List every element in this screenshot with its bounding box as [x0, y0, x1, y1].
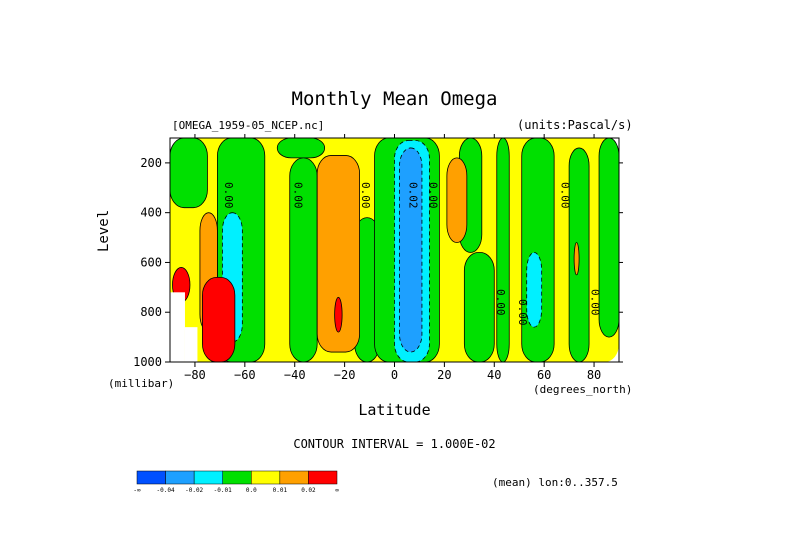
contour-label-4: 0.00: [426, 182, 439, 209]
colorbar-swatch-1: [165, 470, 195, 485]
colorbar-swatch-4: [251, 470, 281, 485]
contour-label-0: 0.00: [222, 182, 235, 209]
contour-label-7: 0.00: [559, 182, 572, 209]
x-tick-label: 80: [587, 368, 601, 382]
contour-region-15: [446, 157, 468, 243]
y-tick-label: 200: [140, 156, 162, 170]
contour-region-14: [316, 155, 360, 353]
colorbar-label: ∞: [335, 487, 339, 494]
mean-note: (mean) lon:0..357.5: [492, 476, 618, 489]
contour-region-9: [496, 138, 510, 362]
colorbar-label: 0.02: [301, 487, 316, 494]
contour-region-19: [526, 252, 543, 328]
y-tick-label: 600: [140, 255, 162, 269]
contour-region-10: [521, 138, 555, 362]
contour-region-23: [334, 296, 343, 333]
x-axis-label: Latitude: [358, 401, 431, 419]
dataset-label: [OMEGA_1959-05_NCEP.nc]: [172, 119, 325, 132]
colorbar-swatch-3: [222, 470, 252, 485]
x-tick-label: 40: [487, 368, 501, 382]
x-tick-label: 20: [437, 368, 451, 382]
y-tick-label: 400: [140, 206, 162, 220]
contour-label-5: 0.00: [494, 289, 507, 316]
x-tick-label: 60: [537, 368, 551, 382]
contour-label-3: 0.02: [406, 182, 419, 209]
masked-region-0: [170, 292, 185, 362]
colorbar-swatch-6: [308, 470, 338, 485]
colorbar-swatch-5: [279, 470, 309, 485]
x-units-label: (degrees_north): [533, 383, 633, 396]
x-tick-label: −60: [234, 368, 256, 382]
units-label: (units:Pascal/s): [517, 118, 633, 132]
contour-region-1: [170, 138, 208, 209]
x-tick-label: −40: [284, 368, 306, 382]
y-tick-label: 1000: [133, 355, 162, 369]
colorbar-label: -∞: [133, 487, 141, 494]
y-tick-label: 800: [140, 305, 162, 319]
x-tick-label: −80: [184, 368, 206, 382]
colorbar-label: -0.02: [185, 487, 203, 494]
colorbar-swatch-2: [193, 470, 223, 485]
chart-title: Monthly Mean Omega: [291, 88, 498, 110]
x-tick-label: 0: [391, 368, 398, 382]
colorbar-label: -0.04: [157, 487, 175, 494]
colorbar-label: -0.01: [214, 487, 232, 494]
y-units-label: (millibar): [108, 377, 175, 390]
colorbar-label: 0.01: [273, 487, 288, 494]
contour-region-20: [399, 147, 423, 353]
contour-region-8: [463, 252, 495, 362]
contour-label-6: 0.00: [516, 299, 529, 326]
colorbar-label: 0.0: [246, 487, 257, 494]
contour-region-21: [202, 276, 236, 362]
x-tick-label: −20: [334, 368, 356, 382]
contour-region-3: [276, 138, 326, 159]
contour-label-1: 0.00: [292, 182, 305, 209]
contour-label-8: 0.00: [589, 289, 602, 316]
contour-label-2: 0.00: [359, 182, 372, 209]
contour-region-16: [573, 242, 580, 276]
colorbar-swatch-0: [136, 470, 166, 485]
contour-interval-label: CONTOUR INTERVAL = 1.000E-02: [293, 437, 496, 451]
masked-region-1: [184, 327, 198, 362]
